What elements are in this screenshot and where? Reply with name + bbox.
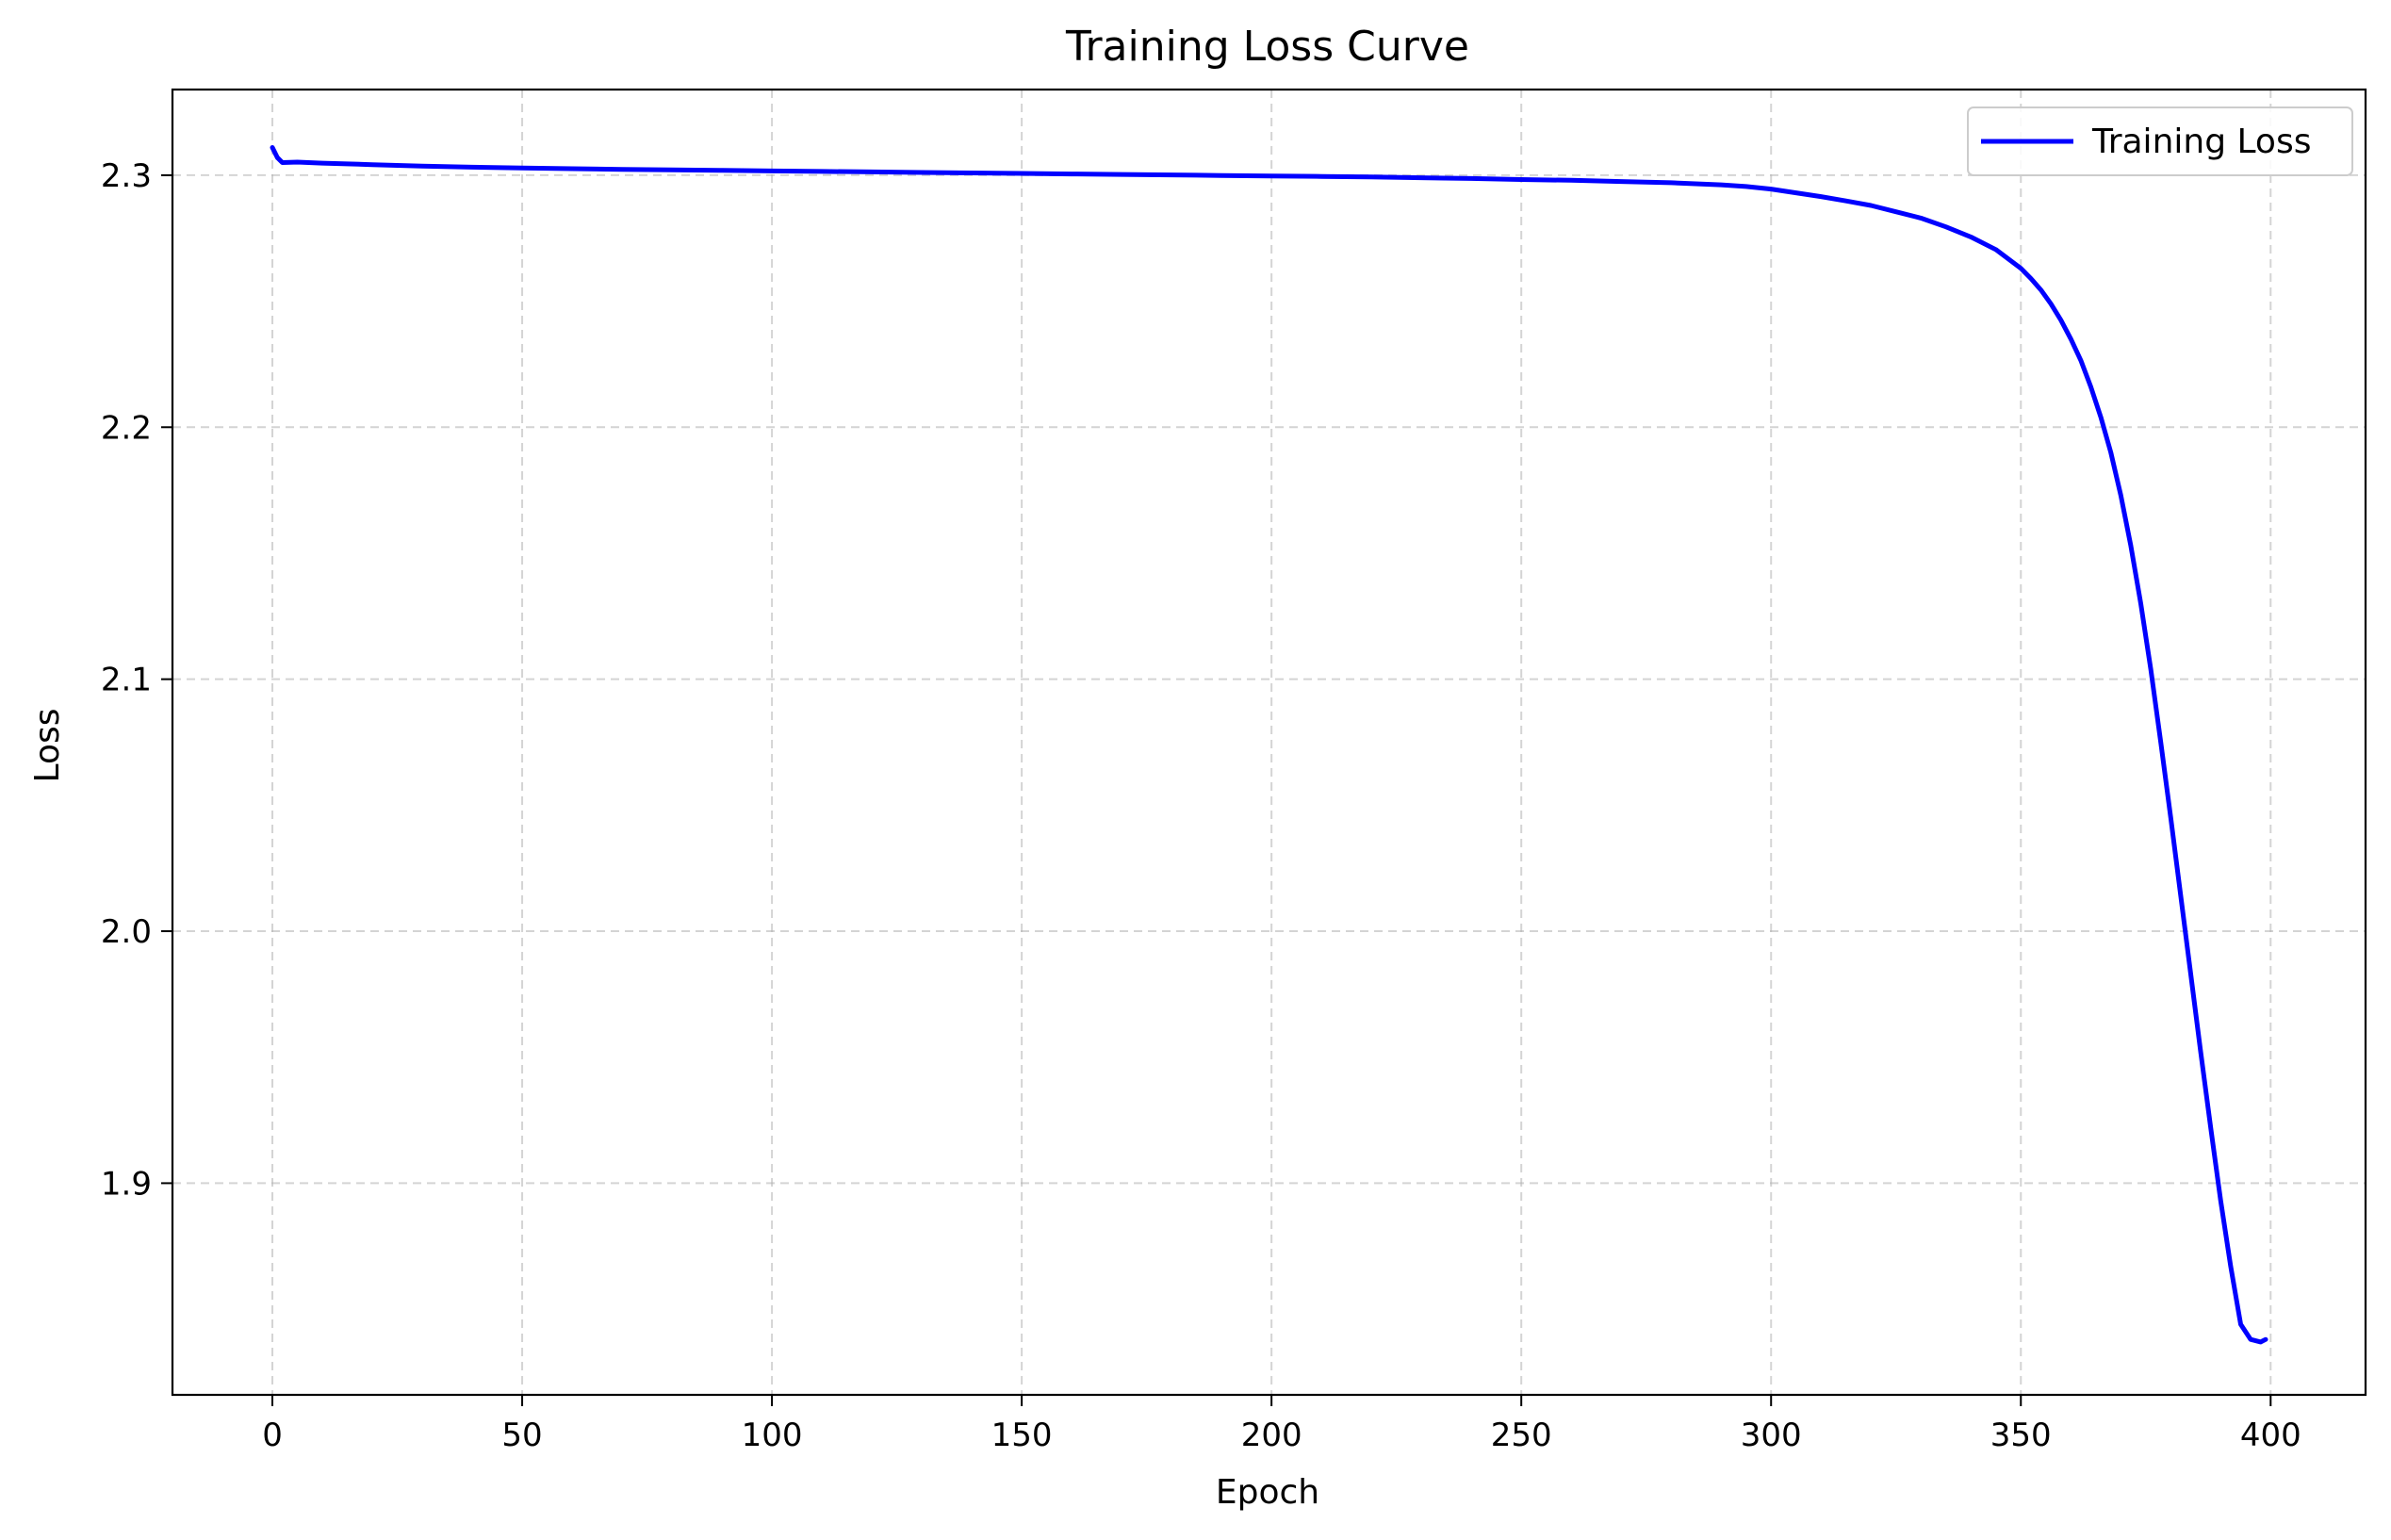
- y-tick-label: 2.0: [101, 913, 152, 951]
- plot-frame: [171, 88, 2367, 1397]
- y-axis-label: Loss: [28, 709, 67, 783]
- x-tick-label: 300: [1741, 1417, 1802, 1454]
- chart-title: Training Loss Curve: [1065, 23, 1469, 71]
- legend-box: [1967, 106, 2353, 176]
- x-tick-label: 50: [501, 1417, 542, 1454]
- plot-area: [270, 145, 2268, 1345]
- series-line-training-loss: [270, 145, 2268, 1345]
- x-tick-label: 0: [262, 1417, 283, 1454]
- legend-label-training-loss: Training Loss: [2091, 123, 2311, 161]
- y-tick-label: 2.1: [101, 662, 152, 699]
- y-tick-label: 2.3: [101, 157, 152, 195]
- x-tick-label: 200: [1241, 1417, 1302, 1454]
- x-tick-label: 100: [742, 1417, 803, 1454]
- x-tick-label: 350: [1990, 1417, 2052, 1454]
- y-tick-label: 2.2: [101, 409, 152, 447]
- x-tick-label: 250: [1491, 1417, 1552, 1454]
- legend: Training Loss: [1967, 106, 2353, 176]
- x-axis-label: Epoch: [1216, 1473, 1319, 1512]
- x-tick-label: 150: [991, 1417, 1053, 1454]
- y-tick-label: 1.9: [101, 1165, 152, 1203]
- axis-ticks: 0 50 100 150 200 250 300 350 400 1.9 2.0 2.1 2.2 2.3: [101, 157, 2301, 1454]
- x-tick-label: 400: [2240, 1417, 2301, 1454]
